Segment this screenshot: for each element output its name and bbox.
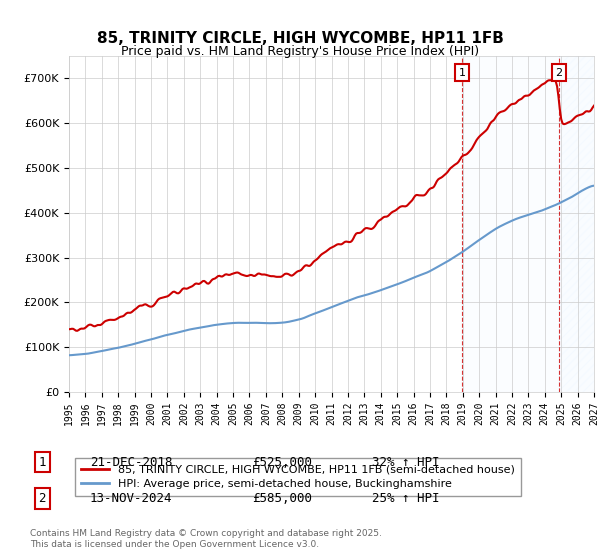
Text: 21-DEC-2018: 21-DEC-2018 [90, 455, 173, 469]
Text: £585,000: £585,000 [252, 492, 312, 505]
Text: 1: 1 [459, 68, 466, 78]
Text: Contains HM Land Registry data © Crown copyright and database right 2025.
This d: Contains HM Land Registry data © Crown c… [30, 529, 382, 549]
Bar [462, 56, 559, 392]
Text: Price paid vs. HM Land Registry's House Price Index (HPI): Price paid vs. HM Land Registry's House … [121, 45, 479, 58]
Legend: 85, TRINITY CIRCLE, HIGH WYCOMBE, HP11 1FB (semi-detached house), HPI: Average p: 85, TRINITY CIRCLE, HIGH WYCOMBE, HP11 1… [74, 458, 521, 496]
Text: 2: 2 [556, 68, 563, 78]
Text: 85, TRINITY CIRCLE, HIGH WYCOMBE, HP11 1FB: 85, TRINITY CIRCLE, HIGH WYCOMBE, HP11 1… [97, 31, 503, 46]
Text: 32% ↑ HPI: 32% ↑ HPI [372, 455, 439, 469]
Text: 2: 2 [38, 492, 46, 505]
Text: 25% ↑ HPI: 25% ↑ HPI [372, 492, 439, 505]
Text: £525,000: £525,000 [252, 455, 312, 469]
Text: 1: 1 [38, 455, 46, 469]
Text: 13-NOV-2024: 13-NOV-2024 [90, 492, 173, 505]
Bar [559, 56, 594, 392]
